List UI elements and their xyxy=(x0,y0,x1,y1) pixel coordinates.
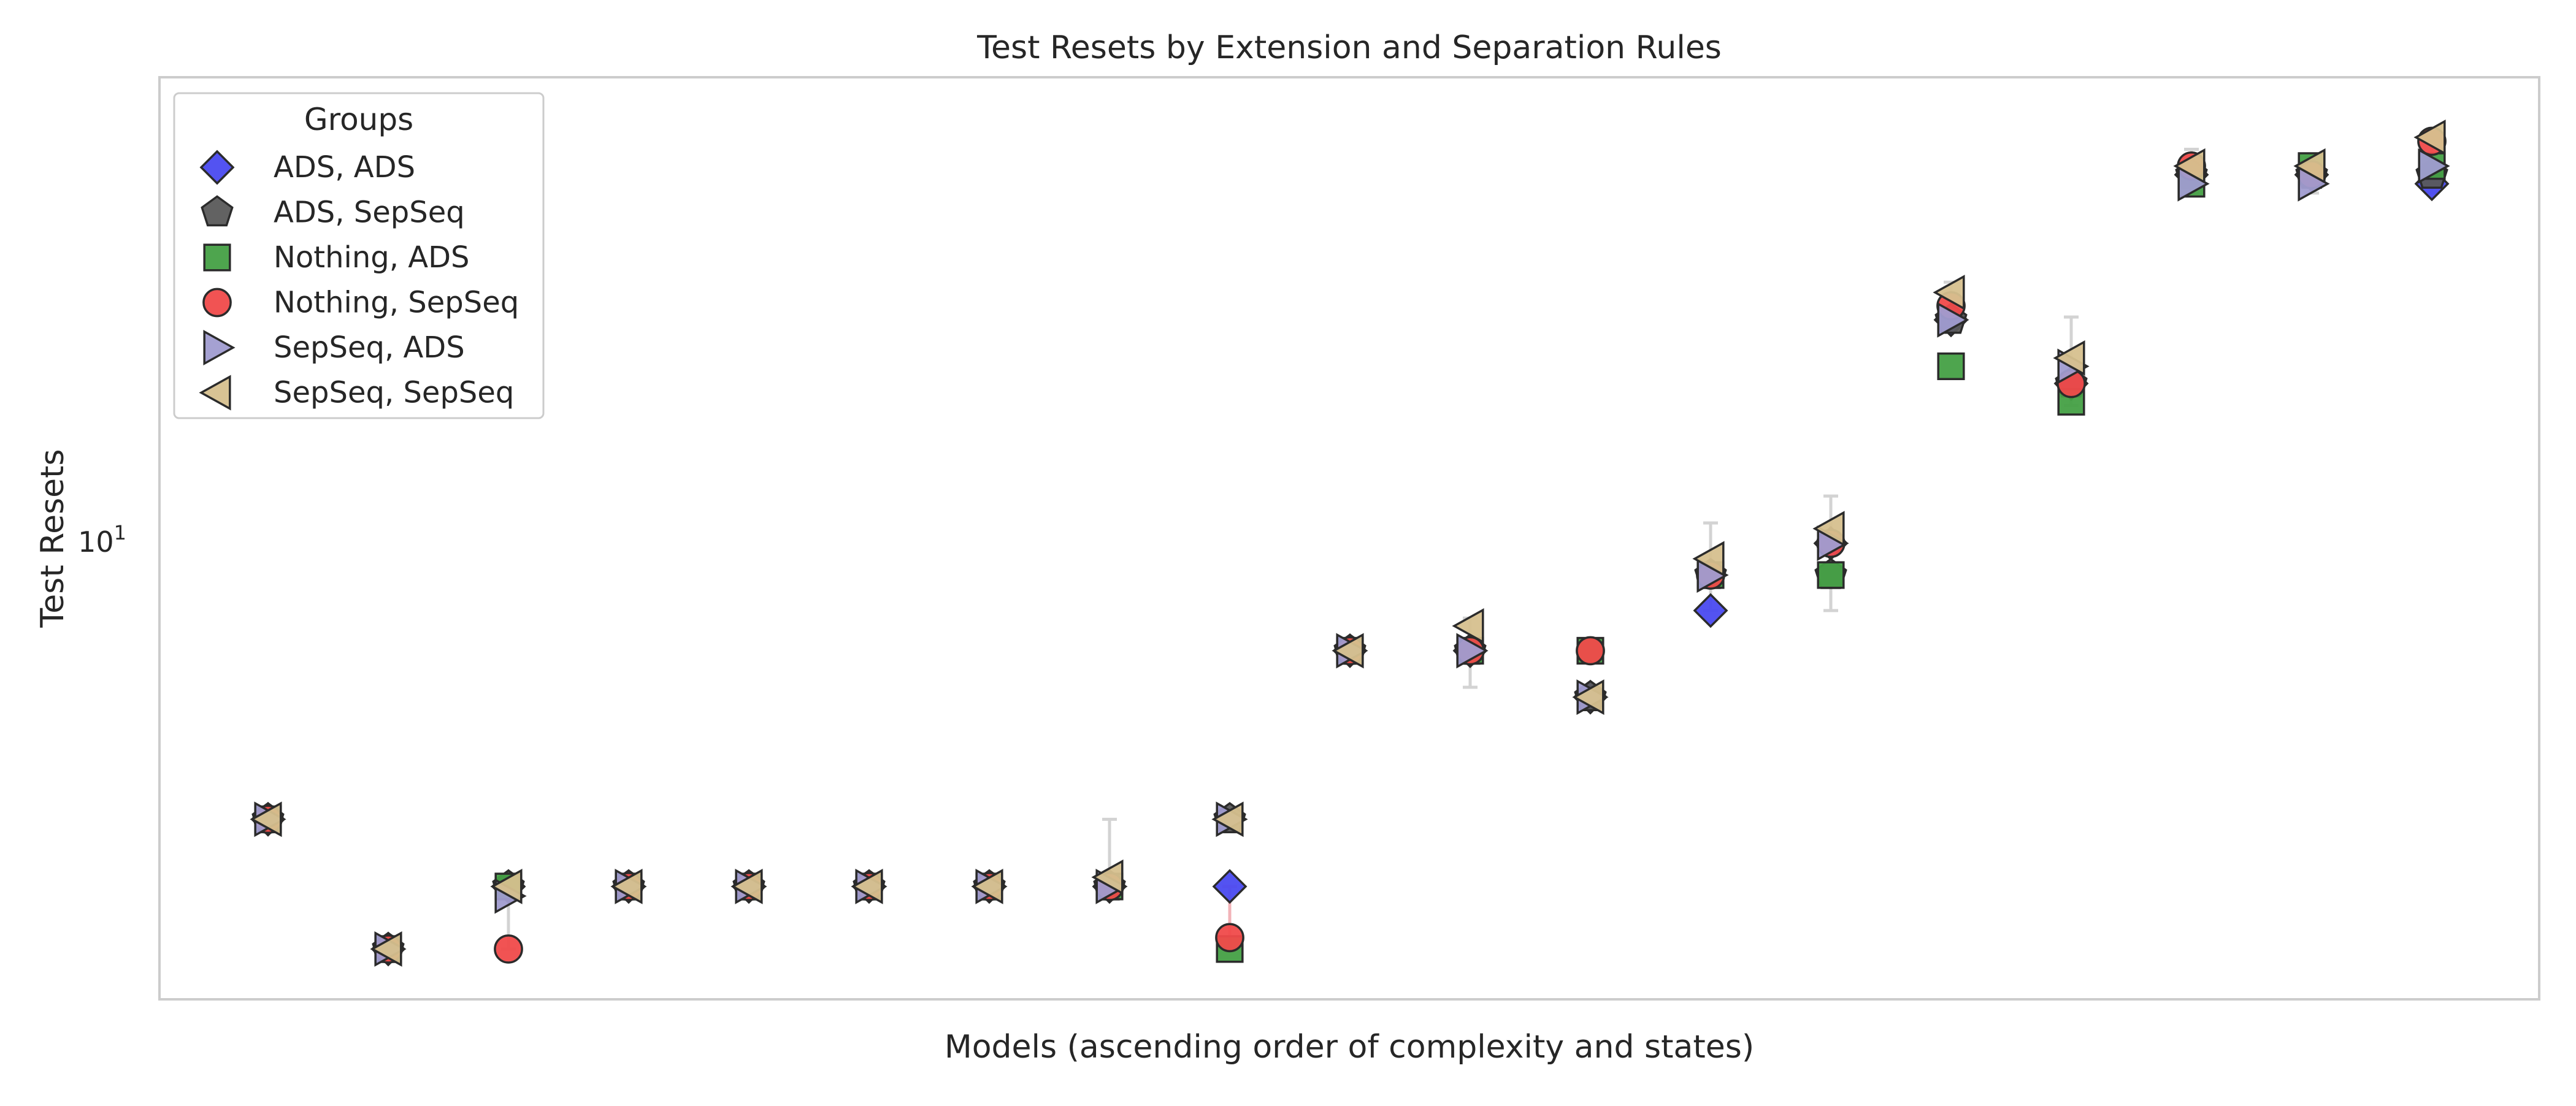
data-point xyxy=(1692,541,1725,577)
data-markers xyxy=(250,120,2450,967)
data-point xyxy=(1937,352,1965,381)
legend-label: SepSeq, SepSeq xyxy=(274,376,514,410)
legend-marker xyxy=(199,375,231,411)
data-point xyxy=(1933,275,1965,311)
data-point xyxy=(1937,302,1969,338)
data-point xyxy=(490,868,523,904)
data-point xyxy=(1817,561,1845,589)
x-axis-label: Models (ascending order of complexity an… xyxy=(945,1029,1754,1066)
legend-label: Nothing, SepSeq xyxy=(274,286,519,320)
data-point xyxy=(1212,869,1248,904)
data-point xyxy=(2293,148,2326,184)
data-point xyxy=(1812,511,1845,547)
chart-title: Test Resets by Extension and Separation … xyxy=(976,29,1722,66)
data-point xyxy=(1572,679,1604,715)
legend-marker xyxy=(203,243,231,272)
data-point xyxy=(1215,923,1244,953)
y-tick-base: 10 xyxy=(78,525,114,559)
legend-title: Groups xyxy=(304,102,413,137)
legend-label: ADS, ADS xyxy=(274,150,415,185)
legend-frame xyxy=(173,92,545,419)
data-point xyxy=(971,868,1003,904)
legend-marker xyxy=(199,150,235,185)
data-point xyxy=(1576,636,1605,666)
data-point xyxy=(494,934,523,964)
data-point xyxy=(2413,120,2446,155)
y-axis-ticks: 101 xyxy=(78,521,126,559)
legend-label: SepSeq, ADS xyxy=(274,330,465,365)
plot-frame xyxy=(158,76,2540,1001)
legend-label: Nothing, ADS xyxy=(274,240,470,275)
legend-marker xyxy=(203,330,236,365)
y-axis-label: Test Resets xyxy=(34,449,71,628)
y-tick-label: 101 xyxy=(78,521,126,559)
data-point xyxy=(1332,633,1364,669)
data-point xyxy=(370,931,402,967)
data-point xyxy=(730,868,763,904)
series-6 xyxy=(250,120,2446,967)
data-point xyxy=(610,868,643,904)
data-point xyxy=(250,801,282,837)
data-point xyxy=(2173,148,2206,184)
data-point xyxy=(1693,593,1728,628)
y-tick-exponent: 1 xyxy=(114,521,126,544)
legend-marker xyxy=(201,195,234,227)
legend: Groups ADS, ADS ADS, SepSeq Nothing, ADS Not… xyxy=(173,92,545,419)
data-point xyxy=(2053,340,2085,376)
legend-marker xyxy=(202,288,232,318)
data-point xyxy=(2418,148,2450,184)
data-point xyxy=(1452,608,1484,644)
data-point xyxy=(1211,801,1244,837)
data-point xyxy=(1091,859,1124,895)
data-point xyxy=(851,868,883,904)
legend-label: ADS, SepSeq xyxy=(274,196,465,230)
data-point xyxy=(1456,633,1489,669)
